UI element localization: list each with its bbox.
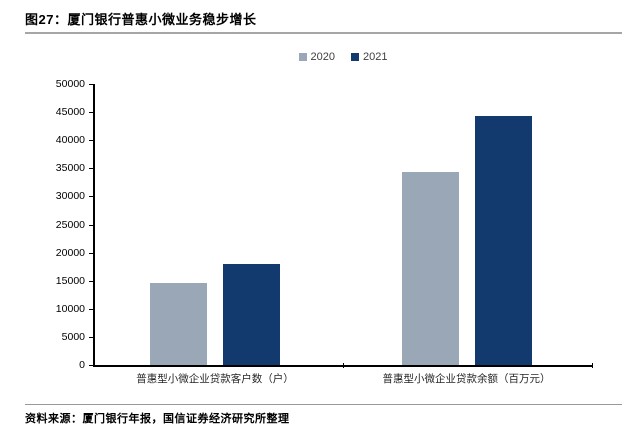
x-axis-tick-mark <box>592 363 593 368</box>
y-axis-tick-mark <box>89 224 94 226</box>
y-axis-tick-label: 25000 <box>55 218 85 231</box>
y-axis-tick-label: 50000 <box>55 78 85 90</box>
y-axis-tick-mark <box>89 196 94 198</box>
y-axis-tick-mark <box>89 336 94 338</box>
legend-item-2021: 2021 <box>351 51 387 63</box>
legend-label: 2020 <box>310 51 335 63</box>
y-axis-tick-label: 0 <box>79 359 85 371</box>
y-axis-line <box>93 84 95 365</box>
bar-2020-category-2 <box>401 172 459 365</box>
source-note: 资料来源：厦门银行年报，国信证券经济研究所整理 <box>25 413 290 425</box>
y-axis-tick-mark <box>89 112 94 114</box>
y-axis-tick-label: 40000 <box>55 134 85 147</box>
legend-item-2020: 2020 <box>298 51 335 63</box>
y-axis-tick-mark <box>89 140 94 142</box>
bar-2020-category-1 <box>150 282 207 365</box>
legend-label: 2021 <box>363 51 388 63</box>
legend-swatch-2021-icon <box>351 53 359 61</box>
y-axis-tick-mark <box>89 168 94 170</box>
y-axis-tick-mark <box>89 280 94 282</box>
y-axis-tick-label: 35000 <box>55 162 85 175</box>
legend-swatch-2020-icon <box>298 53 307 61</box>
y-axis-tick-label: 30000 <box>55 190 85 203</box>
figure-title: 图27：厦门银行普惠小微业务稳步增长 <box>25 12 257 27</box>
y-axis-tick-label: 45000 <box>55 106 85 119</box>
y-axis-tick-label: 15000 <box>55 274 85 287</box>
x-axis-tick-mark <box>343 363 344 368</box>
y-axis-tick-mark <box>89 84 94 85</box>
y-axis-tick-mark <box>89 252 94 254</box>
y-axis-tick-mark <box>89 308 94 310</box>
title-rule <box>25 32 622 34</box>
plot-area: 0 5000 10000 15000 20000 25000 30000 35000 40000… <box>56 78 593 385</box>
y-axis-tick-mark <box>89 365 94 366</box>
source-rule <box>25 404 622 405</box>
x-axis-category-label: 普惠型小微企业贷款客户数（户） <box>136 373 294 385</box>
x-axis-category-label: 普惠型小微企业贷款余额（百万元） <box>382 373 551 385</box>
y-axis-tick-label: 5000 <box>61 330 85 343</box>
bar-2021-category-1 <box>223 264 280 365</box>
bar-group-2 <box>401 115 532 365</box>
bar-2021-category-2 <box>474 115 532 365</box>
chart-legend: 2020 2021 <box>93 51 593 63</box>
y-axis-tick-label: 10000 <box>55 302 85 315</box>
bar-group-1 <box>150 264 280 365</box>
y-axis-tick-label: 20000 <box>55 246 85 259</box>
